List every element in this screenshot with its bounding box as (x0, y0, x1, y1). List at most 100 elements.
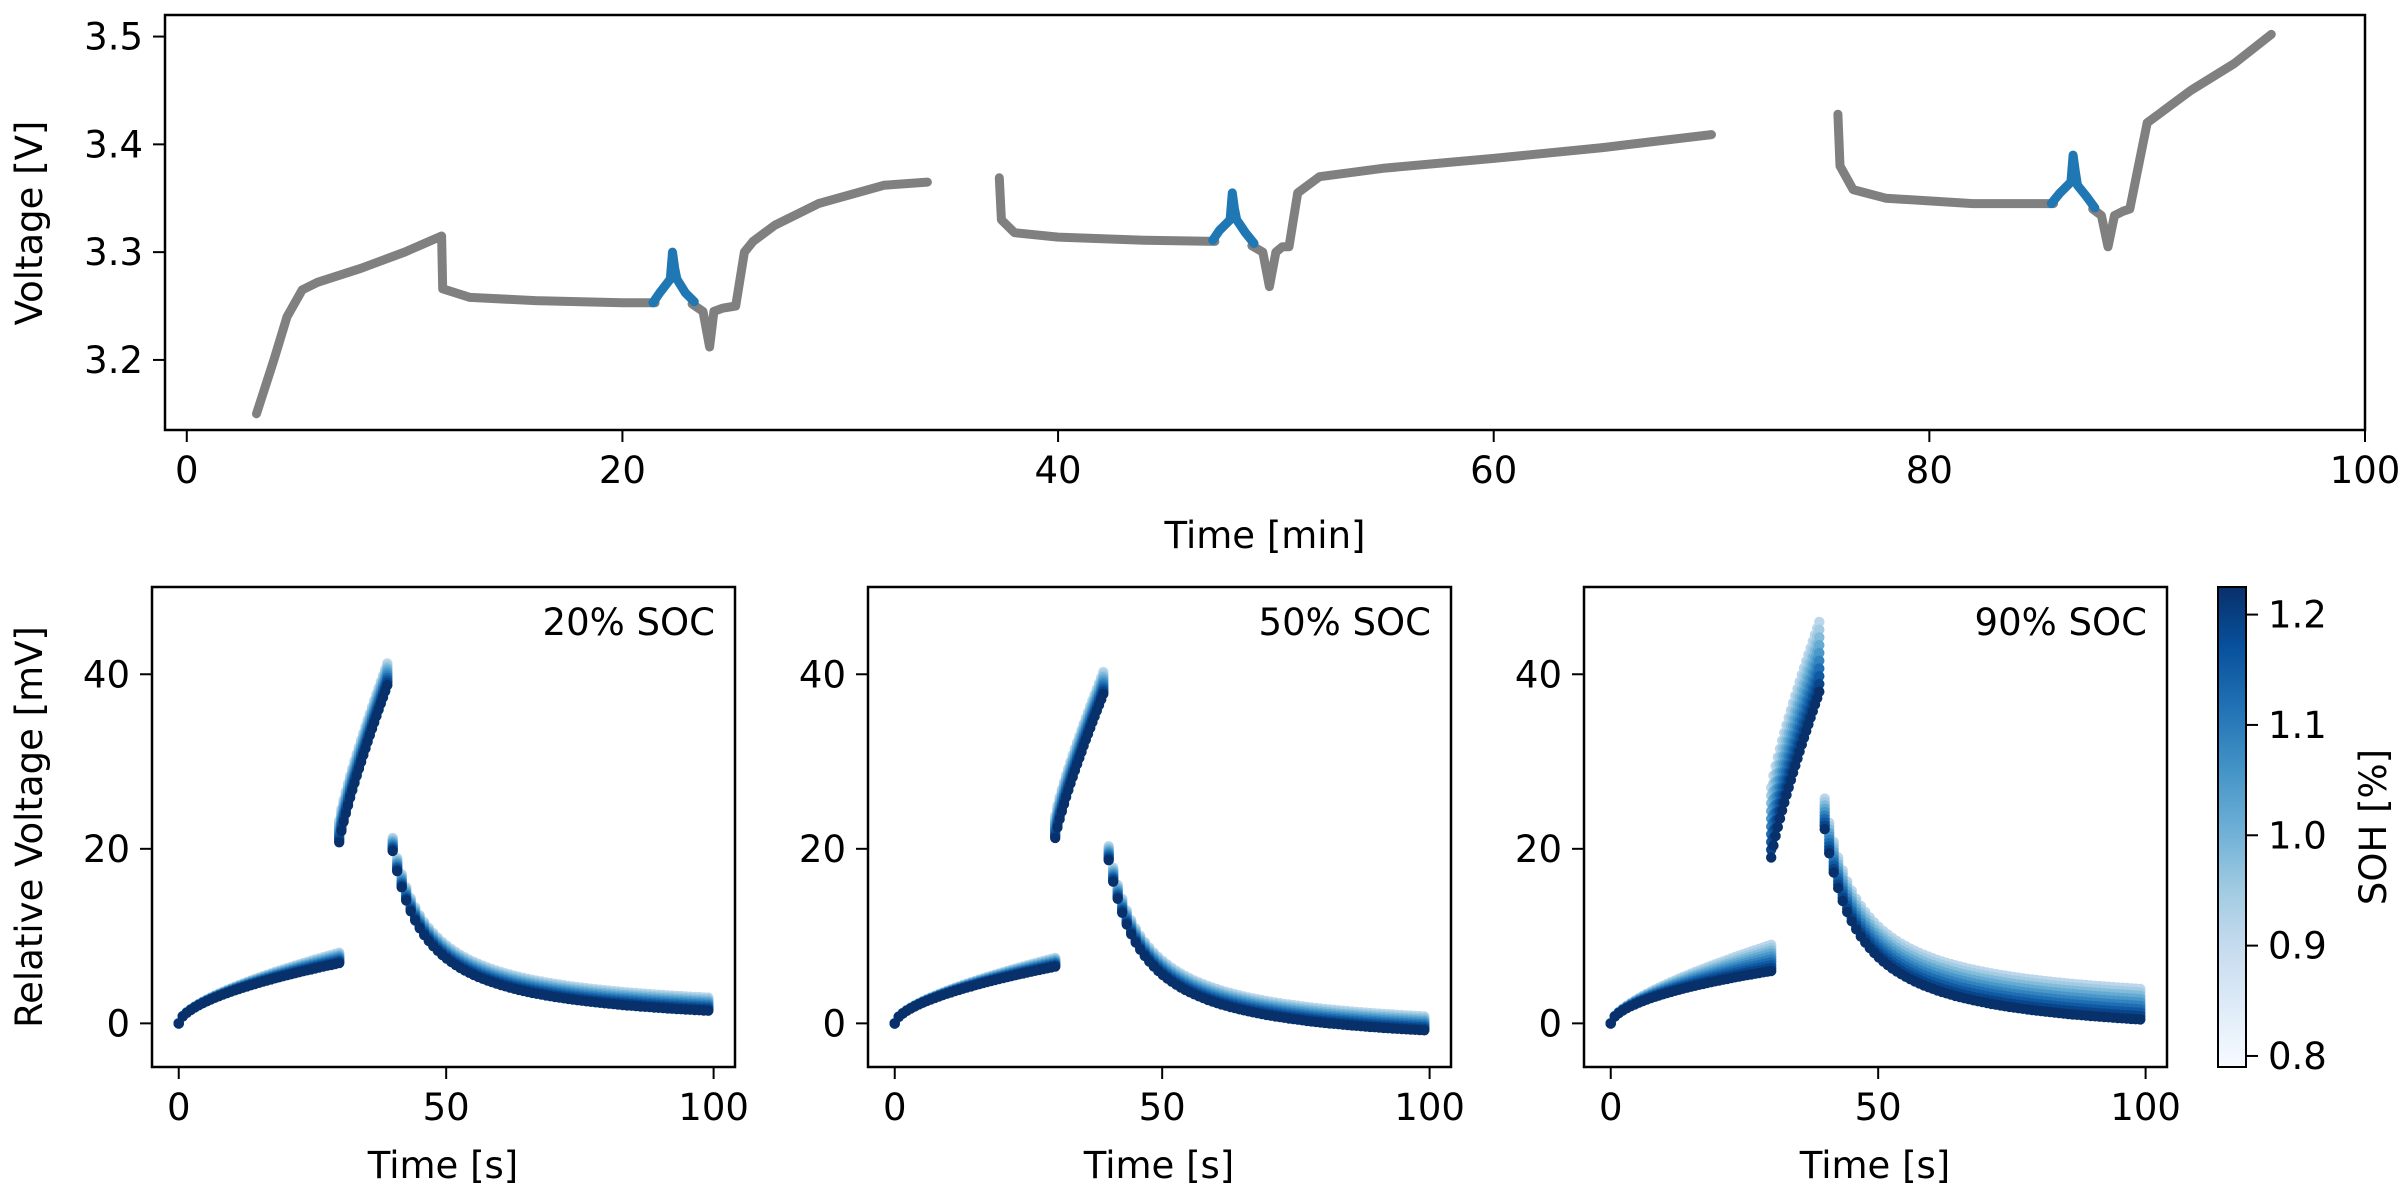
voltage-chart: 0 20 40 60 80 100 3.2 3.3 3.4 3.5 Time [min] Vol… (8, 13, 2400, 557)
voltage-segment-2 (1247, 109, 2058, 292)
soc-20-relax-point (703, 1005, 714, 1016)
soc-90-pulse-point (1768, 840, 1779, 851)
soc-90-points (1605, 616, 2146, 1029)
soc-20-pulse-point (340, 808, 351, 819)
voltage-x-ticks: 0 20 40 60 80 100 (175, 430, 2400, 492)
soc-20-relax-point (387, 845, 398, 857)
colorbar-tick-label: 1.2 (2268, 594, 2327, 637)
soc-20-axes-frame (150, 585, 737, 1069)
voltage-axes-frame (163, 13, 2367, 432)
soc-90-pulse-point (1814, 616, 1825, 628)
soc-90-y-tick-label: 40 (1515, 653, 1562, 696)
soc-20-y-tick-label: 0 (106, 1002, 130, 1045)
soc-90-pulse-point (1814, 632, 1825, 643)
soc-20-relax-point (396, 882, 407, 893)
soc-20-pulse-point (334, 837, 345, 848)
pulse-segment-5 (1208, 188, 1259, 248)
voltage-x-tick-label: 0 (175, 449, 199, 492)
soc-90-pulse-point (1814, 655, 1825, 666)
voltage-y-tick-label: 3.5 (84, 16, 143, 59)
soc-90-relax-point (1833, 882, 1844, 894)
soc-20-y-tick-label: 40 (83, 653, 130, 696)
soc-50-relax-point (1117, 907, 1128, 918)
soc-90-annotation: 90% SOC (1975, 601, 2147, 644)
soc-90-relax-point (1846, 916, 1857, 927)
soc-90-pulse-point (1814, 640, 1825, 651)
soc-20-x-ticks: 0 50 100 (167, 1067, 749, 1129)
soc-90-y-tick-label: 20 (1515, 828, 1562, 871)
voltage-segment-0 (252, 231, 660, 419)
soc-50-x-axis-label: Time [s] (1083, 1144, 1234, 1187)
soc-20-x-tick-label: 0 (167, 1086, 191, 1129)
colorbar-tick-label: 0.9 (2268, 925, 2327, 968)
voltage-segment-1 (687, 173, 1220, 352)
soh-colorbar: 0.8 0.9 1.0 1.1 1.2 SOH [%] (2217, 586, 2395, 1078)
soc-20-chart: 0 50 100 0 20 40 20% SOC Time [s] Relative V… (8, 585, 749, 1187)
soc-50-chart: 0 50 100 0 20 40 50% SOC Time [s] (799, 585, 1465, 1187)
soc-20-x-axis-label: Time [s] (367, 1144, 518, 1187)
voltage-segment-3 (2088, 29, 2276, 252)
soc-50-x-ticks: 0 50 100 (883, 1067, 1465, 1129)
soc-20-points (173, 658, 714, 1029)
soc-20-pulse-point (336, 825, 347, 837)
soc-50-annotation: 50% SOC (1259, 601, 1431, 644)
soc-50-relax-point (1419, 1025, 1430, 1036)
soc-50-relax-point (1126, 929, 1137, 940)
soc-90-relax-point (1828, 867, 1839, 878)
soc-50-pulse-point (1098, 688, 1109, 700)
soc-50-relax-point (1103, 855, 1114, 866)
soc-90-x-tick-label: 100 (2110, 1086, 2181, 1129)
soc-90-pulse-point (1770, 830, 1781, 842)
voltage-y-tick-label: 3.4 (84, 123, 143, 166)
soc-20-relax-point (392, 866, 403, 877)
soc-90-charge-point (1766, 965, 1777, 977)
soc-90-pulse-point (1814, 686, 1825, 697)
soc-90-relax-point (1837, 895, 1848, 907)
pulse-segment-6 (2046, 150, 2100, 213)
soc-90-pulse-point (1814, 671, 1825, 682)
voltage-x-tick-label: 100 (2330, 449, 2400, 492)
soc-90-x-ticks: 0 50 100 (1599, 1067, 2181, 1129)
relative-voltage-y-axis-label: Relative Voltage [mV] (8, 626, 51, 1028)
soc-20-charge-point (334, 957, 345, 969)
soc-90-pulse-point (1766, 852, 1777, 863)
soc-90-pulse-point (1774, 813, 1786, 824)
soc-90-y-ticks: 0 20 40 (1515, 653, 1584, 1045)
voltage-x-tick-label: 40 (1035, 449, 1082, 492)
soc-90-chart: 0 50 100 0 20 40 90% SOC Time [s] (1515, 585, 2181, 1187)
soc-50-relax-point (1121, 919, 1132, 930)
soc-50-pulse-point (1052, 822, 1063, 833)
soc-90-relax-point (1824, 848, 1835, 859)
soc-20-relax-point (410, 915, 421, 926)
soc-50-y-tick-label: 20 (799, 828, 846, 871)
colorbar-gradient (2217, 586, 2247, 1068)
voltage-y-tick-label: 3.2 (84, 339, 143, 382)
soc-90-pulse-point (1814, 678, 1825, 690)
soc-90-pulse-point (1814, 624, 1825, 635)
colorbar-label: SOH [%] (2352, 749, 2395, 905)
voltage-x-tick-label: 80 (1906, 449, 1953, 492)
soc-90-x-tick-label: 0 (1599, 1086, 1623, 1129)
soc-20-annotation: 20% SOC (543, 601, 715, 644)
soc-20-y-tick-label: 20 (83, 828, 130, 871)
soc-90-relax-point (1842, 906, 1853, 918)
soc-50-pulse-point (1054, 814, 1065, 825)
soc-20-relax-point (401, 895, 412, 906)
voltage-x-tick-label: 60 (1470, 449, 1517, 492)
soc-50-x-tick-label: 0 (883, 1086, 907, 1129)
soc-50-charge-point (1050, 961, 1061, 972)
soc-90-pulse-point (1814, 663, 1825, 674)
soc-50-y-ticks: 0 20 40 (799, 653, 868, 1045)
voltage-y-ticks: 3.2 3.3 3.4 3.5 (84, 16, 165, 382)
soc-90-pulse-point (1772, 821, 1784, 833)
colorbar-tick-label: 1.0 (2268, 814, 2327, 857)
voltage-y-tick-label: 3.3 (84, 231, 143, 274)
soc-20-pulse-point (382, 680, 393, 691)
soc-90-relax-point (2135, 1014, 2146, 1025)
soc-90-y-tick-label: 0 (1538, 1002, 1562, 1045)
colorbar-ticks: 0.8 0.9 1.0 1.1 1.2 (2246, 594, 2327, 1078)
soc-50-y-tick-label: 40 (799, 653, 846, 696)
soc-20-x-tick-label: 100 (678, 1086, 749, 1129)
soc-50-y-tick-label: 0 (822, 1002, 846, 1045)
soc-50-axes-frame (866, 585, 1453, 1069)
